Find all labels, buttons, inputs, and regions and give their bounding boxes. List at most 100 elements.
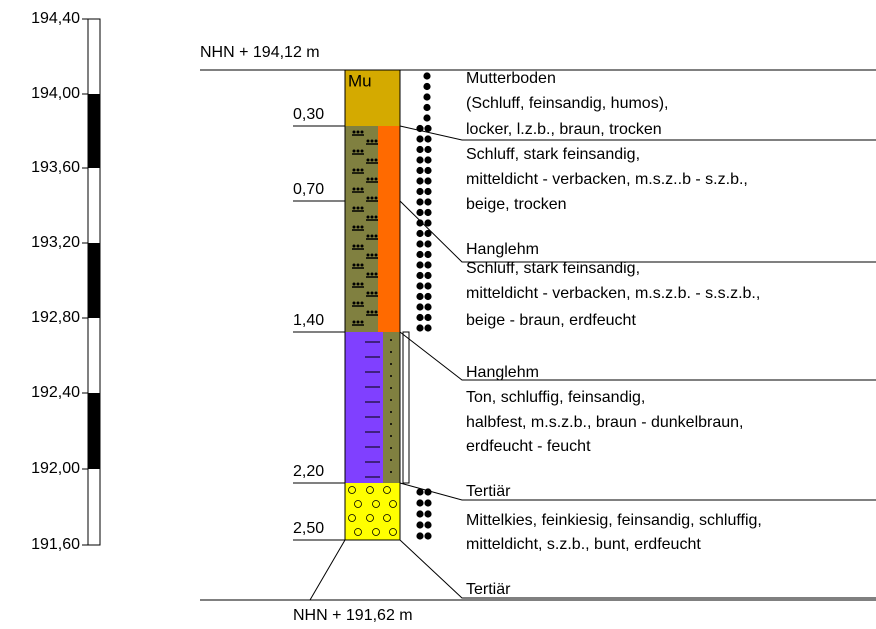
description: Mittelkies, feinkiesig, feinsandig, schl… [466,512,762,529]
layer-fill [345,126,378,332]
pattern [416,499,424,507]
pattern [356,206,360,210]
pattern [424,156,432,164]
pattern [356,320,360,324]
pattern [390,375,392,377]
pattern [416,510,424,518]
pattern [424,166,432,175]
depth-label: 1,40 [293,312,324,329]
pattern [356,187,360,191]
depth-label: 2,50 [293,520,324,537]
scale-label: 194,00 [31,85,80,102]
description: beige, trocken [466,196,567,213]
pattern [390,387,392,389]
pattern [370,196,374,200]
connector [399,539,876,599]
pattern [416,488,424,496]
description: mitteldicht - verbacken, m.s.z.b. - s.s.… [466,285,760,302]
pattern [360,301,364,305]
pattern [360,225,364,229]
connector [399,331,876,381]
pattern [352,263,356,267]
connector [399,482,876,501]
pattern [416,271,424,280]
pattern [352,130,356,134]
pattern [356,130,360,134]
pattern [424,303,432,311]
pattern [352,187,356,191]
stratigraphy: Hanglehm [466,364,539,381]
pattern [416,208,424,217]
pattern [352,282,356,286]
pattern [366,196,370,200]
pattern [374,158,378,162]
pattern [424,499,432,507]
pattern [416,187,424,196]
pattern [374,139,378,143]
pattern [352,149,356,153]
pattern [424,292,432,301]
description: halbfest, m.s.z.b., braun - dunkelbraun, [466,414,743,431]
description: Mutterboden [466,70,556,87]
stratigraphy: Tertiär [466,483,511,500]
pattern [424,240,432,248]
pattern [390,411,392,413]
pattern [416,135,424,143]
depth-label: 2,20 [293,463,324,480]
pattern [366,158,370,162]
pattern [390,351,392,353]
scale-segment [88,94,100,168]
pattern [416,198,424,206]
pattern [356,149,360,153]
pattern [416,521,424,529]
pattern [416,282,424,290]
pattern [416,250,424,259]
pattern [416,240,424,248]
pattern [354,500,362,508]
pattern [416,219,424,227]
top-label: NHN + 194,12 m [200,44,320,61]
pattern [374,196,378,200]
pattern [360,263,364,267]
pattern [370,158,374,162]
layer-fill [345,332,383,483]
pattern [383,514,391,522]
bottom-label: NHN + 191,62 m [293,607,413,624]
scale-label: 192,40 [31,384,80,401]
pattern [424,177,432,185]
pattern [424,271,432,280]
layer-fill [383,332,400,483]
description: locker, l.z.b., braun, trocken [466,121,662,138]
pattern [366,272,370,276]
pattern [374,310,378,314]
pattern [416,229,424,238]
pattern [390,435,392,437]
pattern [374,234,378,238]
pattern [424,145,432,154]
pattern [356,263,360,267]
pattern [389,500,397,508]
column-symbol: Mu [348,71,372,90]
pattern [366,514,374,522]
description: beige - braun, erdfeucht [466,312,636,329]
connector [399,125,876,141]
pattern [423,82,431,91]
pattern [424,208,432,217]
pattern [348,514,356,522]
pattern [356,225,360,229]
pattern [356,244,360,248]
pattern [390,363,392,365]
pattern [356,301,360,305]
pattern [383,486,391,494]
scale-label: 193,20 [31,234,80,251]
pattern [424,282,432,290]
pattern [354,528,362,536]
pattern [424,250,432,259]
pattern [424,187,432,196]
scale-segment [88,243,100,318]
pattern [390,423,392,425]
pattern [374,272,378,276]
pattern [370,215,374,219]
pattern [424,313,432,322]
description: Ton, schluffig, feinsandig, [466,389,645,406]
